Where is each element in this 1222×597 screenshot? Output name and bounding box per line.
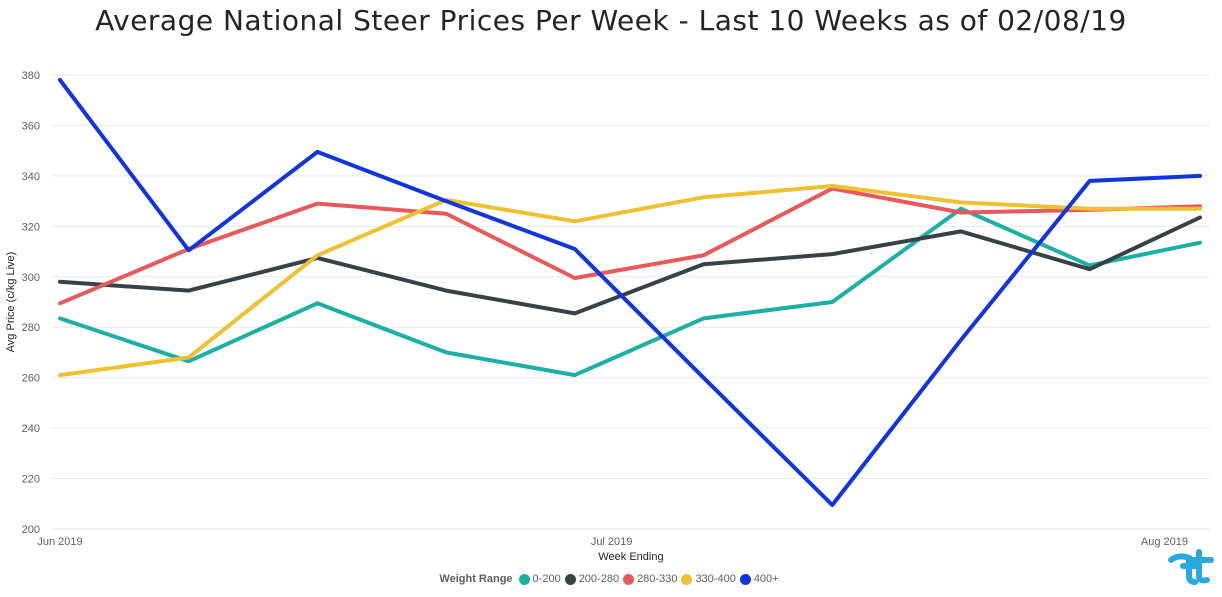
series-lines	[58, 78, 1202, 507]
legend-label: 330-400	[695, 573, 736, 585]
gridlines	[52, 74, 1210, 530]
series-line-0-200[interactable]	[58, 206, 1202, 378]
series-line-280-330[interactable]	[58, 186, 1202, 306]
legend-item-400+[interactable]: 400+	[739, 573, 779, 585]
chart-title: Average National Steer Prices Per Week -…	[95, 4, 1127, 37]
x-axis-label: Week Ending	[598, 551, 663, 563]
y-tick-label: 380	[22, 70, 40, 82]
legend-label: 400+	[753, 573, 779, 585]
legend-label: 0-200	[532, 573, 561, 585]
legend-marker-icon	[739, 573, 751, 585]
series-line-200-280[interactable]	[58, 215, 1202, 316]
legend-marker-icon	[623, 573, 635, 585]
legend-label: 280-330	[637, 573, 678, 585]
legend-label: 200-280	[578, 573, 620, 585]
legend-marker-icon	[518, 573, 530, 585]
y-axis-ticks: 200 220 240 260 280 300 320 340 360 380	[22, 70, 40, 536]
y-tick-label: 280	[22, 322, 40, 334]
legend-item-0-200[interactable]: 0-200	[518, 573, 561, 585]
legend-items: 0-200 200-280 280-330 330-400 400+	[518, 573, 783, 585]
y-axis-label: Avg Price (c/kg Live)	[5, 252, 17, 353]
legend: Weight Range 0-200 200-280 280-330 330-400 4…	[0, 573, 1222, 585]
x-tick-label: Jul 2019	[591, 536, 633, 548]
y-tick-label: 360	[22, 120, 40, 132]
legend-item-200-280[interactable]: 200-280	[564, 573, 620, 585]
x-tick-label: Aug 2019	[1141, 536, 1188, 548]
legend-item-330-400[interactable]: 330-400	[681, 573, 736, 585]
legend-marker-icon	[681, 573, 693, 585]
legend-item-280-330[interactable]: 280-330	[623, 573, 677, 585]
legend-marker-icon	[564, 573, 576, 585]
series-line-330-400[interactable]	[58, 184, 1202, 378]
x-axis-ticks: Jun 2019 Jul 2019 Aug 2019	[37, 536, 1188, 548]
x-tick-label: Jun 2019	[37, 536, 82, 548]
y-tick-label: 300	[22, 272, 40, 284]
y-tick-label: 220	[22, 474, 40, 486]
y-tick-label: 240	[22, 423, 40, 435]
y-tick-label: 340	[22, 171, 40, 183]
brand-logo-icon	[1168, 549, 1214, 585]
series-line-400+[interactable]	[58, 78, 1202, 507]
legend-title: Weight Range	[439, 573, 513, 585]
y-tick-label: 200	[22, 524, 40, 536]
y-tick-label: 320	[22, 221, 40, 233]
y-tick-label: 260	[22, 373, 40, 385]
